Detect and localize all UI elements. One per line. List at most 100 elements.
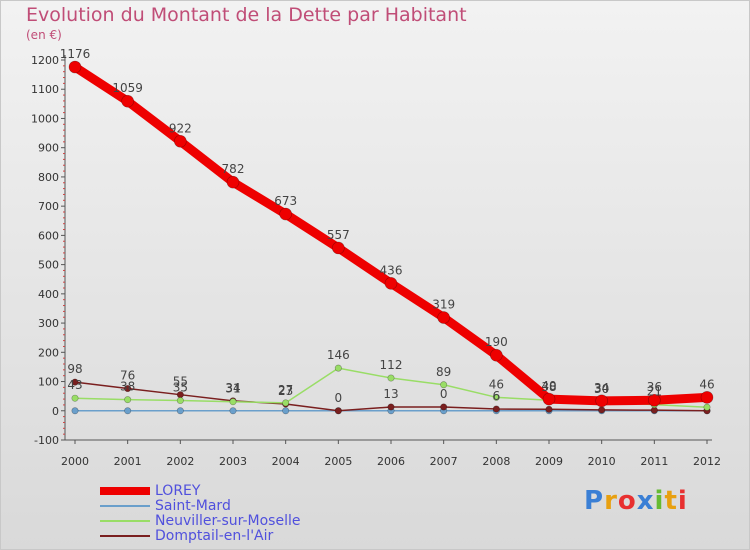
data-point xyxy=(68,60,82,74)
y-tick-label: 800 xyxy=(38,171,59,184)
legend-label: LOREY xyxy=(155,483,201,499)
logo-letter: i xyxy=(677,486,688,516)
data-point xyxy=(174,134,187,148)
data-label: 0 xyxy=(440,387,448,401)
data-point xyxy=(545,405,553,413)
data-point xyxy=(598,406,606,414)
data-label: 46 xyxy=(489,377,504,391)
legend-swatch xyxy=(100,520,150,522)
data-point xyxy=(648,393,661,407)
data-label: 76 xyxy=(120,369,135,383)
data-label: 40 xyxy=(541,379,556,393)
logo-letter: t xyxy=(664,486,678,516)
data-label: 23 xyxy=(278,384,293,398)
proxiti-logo: Proxiti xyxy=(584,486,688,516)
x-tick-label: 2012 xyxy=(693,455,721,468)
y-tick-label: 200 xyxy=(38,346,59,359)
data-point xyxy=(226,175,240,189)
data-label: 190 xyxy=(485,335,508,349)
data-point xyxy=(440,381,448,389)
data-point xyxy=(490,348,503,362)
x-tick-label: 2008 xyxy=(482,455,510,468)
y-tick-label: 900 xyxy=(38,142,59,155)
data-point xyxy=(595,394,608,408)
data-label: 673 xyxy=(274,194,297,208)
data-label: 30 xyxy=(594,382,609,396)
data-point xyxy=(71,394,79,402)
data-point xyxy=(700,391,714,404)
y-tick-label: 1100 xyxy=(31,83,59,96)
y-tick-label: 100 xyxy=(38,376,59,389)
data-point xyxy=(279,207,292,221)
data-label: 98 xyxy=(67,362,82,376)
data-label: 89 xyxy=(436,365,451,379)
y-tick-label: 1200 xyxy=(31,54,59,67)
data-label: 38 xyxy=(120,380,135,394)
data-label: 35 xyxy=(173,381,188,395)
data-point xyxy=(229,398,237,406)
data-point xyxy=(384,277,398,290)
data-label: 27 xyxy=(278,383,293,397)
x-tick-label: 2009 xyxy=(535,455,563,468)
logo-letter: P xyxy=(584,486,605,516)
x-tick-label: 2011 xyxy=(640,455,668,468)
legend-swatch xyxy=(100,535,150,537)
y-tick-label: 600 xyxy=(38,229,59,242)
logo-letter: r xyxy=(604,486,618,516)
y-tick-label: 500 xyxy=(38,259,59,272)
data-label: 557 xyxy=(327,228,350,242)
x-tick-label: 2002 xyxy=(166,455,194,468)
data-label: 146 xyxy=(327,348,350,362)
x-tick-label: 2005 xyxy=(324,455,352,468)
data-point xyxy=(229,407,237,415)
legend-label: Saint-Mard xyxy=(155,498,231,514)
data-point xyxy=(124,385,132,393)
legend-swatch xyxy=(100,487,150,495)
x-tick-label: 2001 xyxy=(114,455,142,468)
legend-label: Neuviller-sur-Moselle xyxy=(155,513,301,529)
line-chart: -100010020030040050060070080090010001100… xyxy=(31,47,721,468)
data-point xyxy=(332,241,345,255)
data-point xyxy=(71,378,79,386)
data-point xyxy=(492,393,500,401)
data-point xyxy=(176,397,184,405)
y-tick-label: 300 xyxy=(38,317,59,330)
logo-letter: x xyxy=(636,486,655,516)
y-tick-label: 400 xyxy=(38,288,59,301)
data-label: 6 xyxy=(493,389,501,403)
data-point xyxy=(71,407,79,415)
legend-label: Domptail-en-l'Air xyxy=(155,528,274,544)
data-point xyxy=(440,403,448,411)
data-point xyxy=(387,374,395,382)
chart-title: Evolution du Montant de la Dette par Hab… xyxy=(26,4,467,26)
x-tick-label: 2010 xyxy=(588,455,616,468)
x-tick-label: 2004 xyxy=(272,455,300,468)
x-tick-label: 2007 xyxy=(430,455,458,468)
y-tick-label: 0 xyxy=(52,405,59,418)
data-label: 38 xyxy=(541,380,556,394)
legend-swatch xyxy=(100,505,150,507)
data-label: 34 xyxy=(225,381,240,395)
data-label: 0 xyxy=(335,391,343,405)
y-tick-label: -100 xyxy=(34,434,59,447)
data-point xyxy=(703,403,711,411)
data-point xyxy=(492,405,500,413)
data-label: 1176 xyxy=(60,47,91,61)
data-point xyxy=(334,364,342,372)
series-line-0 xyxy=(70,62,712,406)
data-label: 112 xyxy=(380,358,403,372)
y-tick-label: 1000 xyxy=(31,112,59,125)
data-label: 1059 xyxy=(112,81,143,95)
logo-letter: o xyxy=(617,486,637,516)
data-label: 36 xyxy=(647,380,662,394)
logo-letter: i xyxy=(654,486,665,516)
data-point xyxy=(282,399,290,407)
data-point xyxy=(121,94,134,108)
data-label: 922 xyxy=(169,121,192,135)
data-label: 13 xyxy=(383,387,398,401)
data-point xyxy=(387,403,395,411)
chart-unit: (en €) xyxy=(26,28,62,42)
x-tick-label: 2006 xyxy=(377,455,405,468)
data-point xyxy=(542,392,556,406)
data-label: 43 xyxy=(67,378,82,392)
